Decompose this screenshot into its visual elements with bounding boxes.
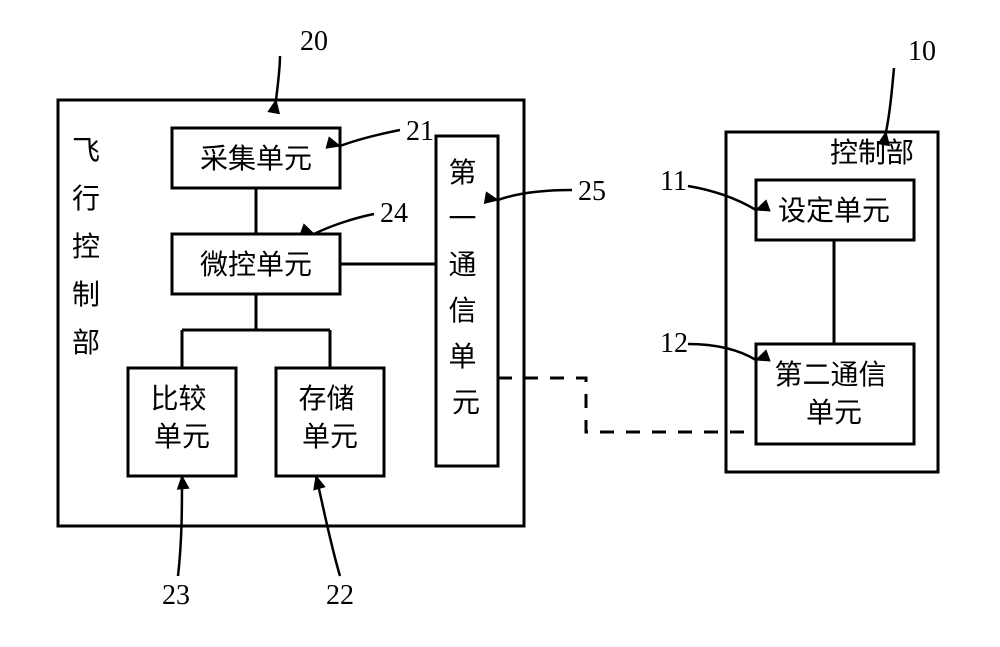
- diagram-canvas: 飞 行 控 制 部 采集单元 微控单元 比较 单元 存储 单元 第 一 通 信 …: [0, 0, 1000, 647]
- control-part-label: 控制部: [830, 137, 914, 169]
- first-comm-unit-label: 第 一 通 信 单 元: [448, 157, 483, 419]
- ref-10: 10: [908, 36, 936, 67]
- set-unit-label: 设定单元: [778, 195, 890, 227]
- mcu-unit-label: 微控单元: [200, 249, 312, 281]
- ref-21: 21: [406, 116, 434, 147]
- ref-24: 24: [380, 198, 408, 229]
- compare-unit-label: 比较 单元: [150, 383, 213, 453]
- lead-20: [276, 56, 280, 100]
- storage-unit-label: 存储 单元: [298, 383, 361, 453]
- connections-group: [182, 188, 834, 432]
- acquisition-unit-label: 采集单元: [200, 143, 312, 175]
- ref-11: 11: [660, 166, 687, 197]
- ref-22: 22: [326, 580, 354, 611]
- conn-first-to-second: [498, 378, 756, 432]
- lead-10: [886, 68, 894, 132]
- lead-11: [688, 186, 756, 210]
- lead-21: [340, 130, 400, 146]
- lead-24: [314, 214, 374, 234]
- second-comm-unit-box: [756, 344, 914, 444]
- ref-23: 23: [162, 580, 190, 611]
- lead-12: [688, 344, 756, 360]
- ref-25: 25: [578, 176, 606, 207]
- lead-25: [498, 190, 572, 200]
- leaders-group: [177, 56, 894, 576]
- second-comm-unit-label: 第二通信 单元: [774, 359, 893, 429]
- ref-12: 12: [660, 328, 688, 359]
- flight-control-part-label: 飞 行 控 制 部: [72, 136, 107, 359]
- ref-20: 20: [300, 26, 328, 57]
